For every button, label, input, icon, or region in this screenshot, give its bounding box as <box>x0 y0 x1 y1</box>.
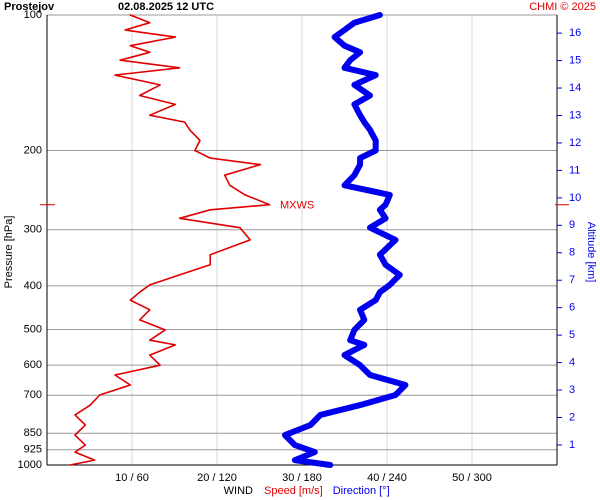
x-tick-label: 20 / 120 <box>197 472 237 484</box>
y-tick-label: 100 <box>24 9 42 21</box>
y2-tick-label: 11 <box>569 164 580 176</box>
y2-tick-label: 13 <box>569 109 581 121</box>
x-tick-label: 50 / 300 <box>452 472 492 484</box>
x-tick-label: 10 / 60 <box>115 472 149 484</box>
legend-entry: Direction [°] <box>333 485 390 497</box>
y-tick-label: 850 <box>24 427 42 439</box>
legend-entry: Speed [m/s] <box>264 485 323 497</box>
y2-tick-label: 14 <box>569 82 581 94</box>
y-tick-label: 200 <box>24 144 42 156</box>
x-tick-label: 30 / 180 <box>282 472 322 484</box>
y2-tick-label: 15 <box>569 54 581 66</box>
y2-tick-label: 5 <box>569 329 575 341</box>
credit: CHMI © 2025 <box>529 1 596 13</box>
y2-tick-label: 1 <box>569 439 575 451</box>
y-axis-label: Pressure [hPa] <box>3 216 15 289</box>
y2-tick-label: 12 <box>569 137 581 149</box>
y-tick-label: 600 <box>24 359 42 371</box>
y2-tick-label: 9 <box>569 219 575 231</box>
x-tick-label: 40 / 240 <box>367 472 407 484</box>
y2-tick-label: 7 <box>569 274 575 286</box>
y-tick-label: 300 <box>24 224 42 236</box>
y2-tick-label: 3 <box>569 384 575 396</box>
y2-tick-label: 4 <box>569 356 575 368</box>
series-line <box>69 14 271 466</box>
y-tick-label: 500 <box>24 323 42 335</box>
y2-tick-label: 10 <box>569 192 581 204</box>
chart-title: Prostejov <box>4 1 55 13</box>
y-tick-label: 700 <box>24 389 42 401</box>
x-axis-label: WIND <box>224 485 253 497</box>
y-tick-label: 925 <box>24 444 42 456</box>
series-line <box>282 12 409 468</box>
annotation: MXWS <box>280 200 314 212</box>
y2-tick-label: 2 <box>569 411 575 423</box>
y2-tick-label: 8 <box>569 247 575 259</box>
y-tick-label: 1000 <box>18 459 42 471</box>
y2-axis-label: Altitude [km] <box>585 222 597 283</box>
y-tick-label: 400 <box>24 280 42 292</box>
y2-tick-label: 6 <box>569 302 575 314</box>
y2-tick-label: 16 <box>569 27 581 39</box>
chart-date: 02.08.2025 12 UTC <box>118 1 214 13</box>
